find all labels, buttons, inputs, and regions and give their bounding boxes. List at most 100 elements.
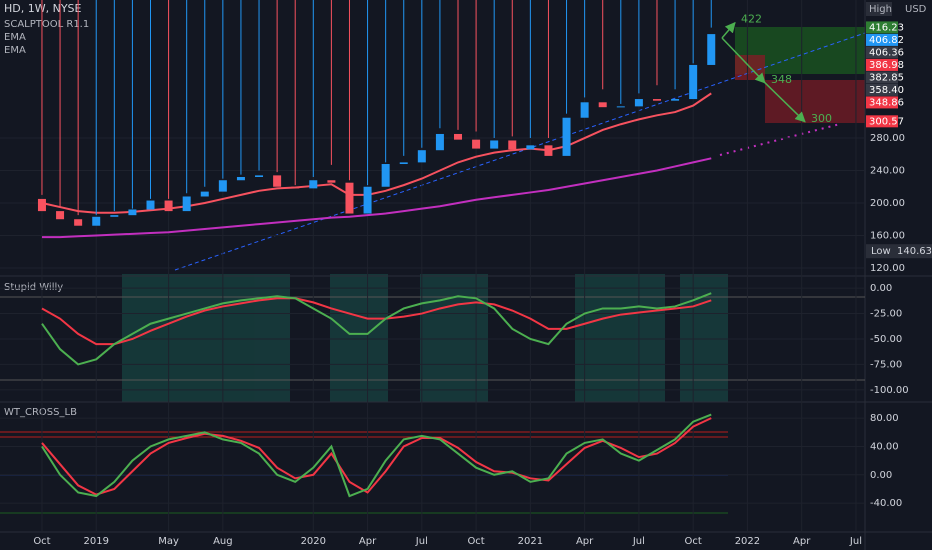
line-series bbox=[41, 157, 712, 239]
candle-body bbox=[707, 34, 716, 65]
line-series bbox=[41, 413, 712, 498]
indicator-name: SCALPTOOL R1.1 bbox=[4, 19, 89, 30]
candle-body bbox=[435, 133, 444, 151]
price-label: 382.85 bbox=[869, 72, 904, 83]
y-tick-label: -40.00 bbox=[870, 498, 902, 509]
x-tick-label: 2021 bbox=[518, 536, 543, 547]
pane-title: WT_CROSS_LB bbox=[4, 407, 77, 418]
currency: USD bbox=[905, 4, 927, 15]
y-tick-label: 80.00 bbox=[870, 413, 899, 424]
low-value: 140.63 bbox=[897, 246, 932, 257]
target-box bbox=[765, 80, 865, 123]
candle-body bbox=[37, 198, 46, 212]
candle-body bbox=[381, 164, 390, 187]
candle-body bbox=[345, 182, 354, 214]
high-tag bbox=[866, 2, 892, 16]
y-tick-label: 0.00 bbox=[870, 470, 892, 481]
candle-body bbox=[56, 211, 65, 220]
high-label: High bbox=[869, 4, 892, 15]
candle-body bbox=[671, 99, 680, 101]
candle-body bbox=[255, 175, 264, 178]
line-series bbox=[41, 417, 712, 496]
target-arrow bbox=[721, 21, 736, 39]
candle-body bbox=[490, 140, 499, 149]
x-tick-label: Oct bbox=[467, 536, 484, 547]
y-tick-label: -75.00 bbox=[870, 359, 902, 370]
price-label-bg bbox=[866, 58, 898, 71]
x-tick-label: 2020 bbox=[301, 536, 326, 547]
candle-body bbox=[273, 175, 282, 187]
candle-body bbox=[200, 191, 209, 197]
candle-body bbox=[454, 133, 463, 140]
price-label-bg bbox=[866, 96, 898, 109]
candle-body bbox=[508, 140, 517, 150]
y-tick-label: 120.00 bbox=[870, 263, 905, 274]
target-label: 422 bbox=[741, 13, 762, 26]
candle-body bbox=[634, 99, 643, 107]
price-label-bg bbox=[866, 115, 898, 128]
candle-body bbox=[182, 196, 191, 212]
candle-body bbox=[327, 180, 336, 183]
price-label: 358.40 bbox=[869, 85, 904, 96]
symbol-title: HD, 1W, NYSE bbox=[4, 2, 82, 15]
x-tick-label: Aug bbox=[213, 536, 233, 547]
x-tick-label: Apr bbox=[576, 536, 594, 547]
price-label: 406.82 bbox=[869, 35, 904, 46]
candle-body bbox=[562, 117, 571, 156]
zone bbox=[330, 274, 388, 402]
x-tick-label: May bbox=[158, 536, 179, 547]
candle-body bbox=[110, 215, 119, 217]
y-tick-label: -25.00 bbox=[870, 309, 902, 320]
legend-entry: EMA bbox=[4, 32, 26, 43]
willy-zones bbox=[122, 274, 728, 402]
candle-body bbox=[309, 180, 318, 189]
y-tick-label: 160.00 bbox=[870, 230, 905, 241]
candle-body bbox=[544, 145, 553, 156]
candle-body bbox=[399, 162, 408, 165]
price-label: 348.86 bbox=[869, 97, 904, 108]
price-label: 386.98 bbox=[869, 60, 904, 71]
candle-body bbox=[580, 102, 589, 118]
y-tick-label: 240.00 bbox=[870, 166, 905, 177]
candle-body bbox=[472, 139, 481, 149]
price-label: 300.57 bbox=[869, 116, 904, 127]
candle-body bbox=[128, 209, 137, 216]
price-label-bg bbox=[866, 83, 898, 96]
candle-body bbox=[652, 99, 661, 101]
y-tick-label: 200.00 bbox=[870, 198, 905, 209]
x-tick-label: Apr bbox=[359, 536, 377, 547]
x-tick-label: 2022 bbox=[735, 536, 760, 547]
trend-line bbox=[174, 32, 866, 271]
target-arrow bbox=[764, 82, 806, 123]
candle-body bbox=[92, 216, 101, 226]
candle-body bbox=[526, 145, 535, 150]
target-arrow bbox=[721, 37, 766, 84]
candle-body bbox=[598, 102, 607, 108]
candle-body bbox=[689, 64, 698, 100]
pane-title: Stupid Willy bbox=[4, 282, 63, 293]
candle-body bbox=[74, 219, 83, 226]
candle-body bbox=[417, 150, 426, 163]
x-tick-label: Oct bbox=[685, 536, 702, 547]
y-tick-label: -100.00 bbox=[870, 385, 909, 396]
line-series bbox=[41, 297, 712, 346]
line-series bbox=[41, 292, 712, 366]
candle-body bbox=[146, 200, 155, 210]
candle-body bbox=[616, 106, 625, 108]
zone bbox=[420, 274, 488, 402]
price-label: 416.23 bbox=[869, 22, 904, 33]
candle-body bbox=[218, 180, 227, 192]
low-label: Low bbox=[871, 246, 891, 257]
y-tick-label: 40.00 bbox=[870, 441, 899, 452]
price-label-bg bbox=[866, 71, 898, 84]
y-tick-label: -50.00 bbox=[870, 334, 902, 345]
x-tick-label: Jul bbox=[415, 536, 428, 547]
target-label: 300 bbox=[811, 112, 832, 125]
candle-body bbox=[236, 177, 245, 181]
price-label-bg bbox=[866, 33, 898, 46]
candle-body bbox=[164, 200, 173, 212]
candle-body bbox=[291, 186, 300, 189]
y-tick-label: 0.00 bbox=[870, 283, 892, 294]
